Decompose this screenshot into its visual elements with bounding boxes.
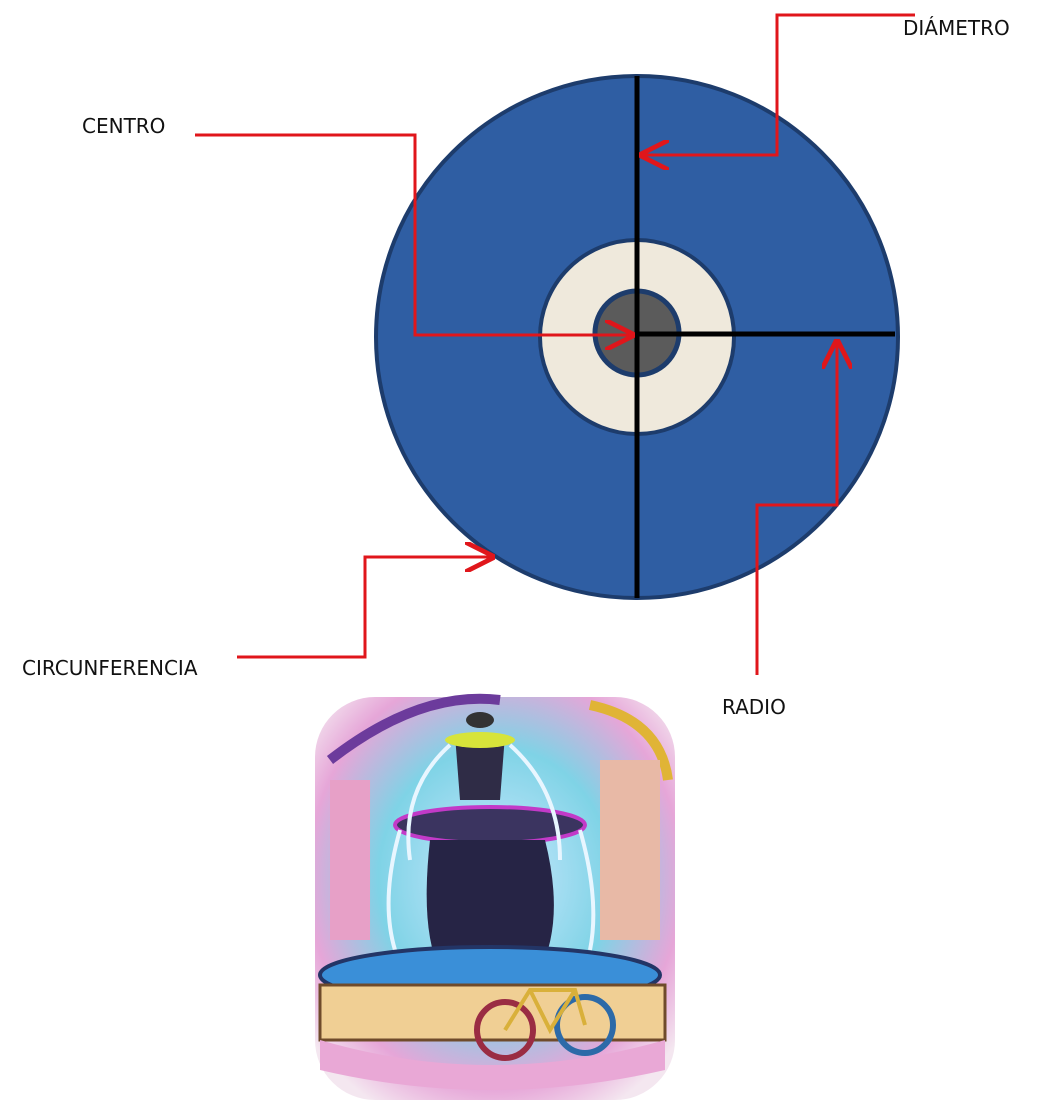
label: RADIO <box>722 695 786 719</box>
circumference-pointer <box>237 557 492 657</box>
label: CENTRO <box>82 114 165 138</box>
label: DIÁMETRO <box>903 16 1010 40</box>
circle-diagram <box>376 76 898 598</box>
fountain-illustration <box>315 697 675 1100</box>
diagram: DIÁMETRO CENTRO CIRCUNFERENCIA RADIO <box>0 0 1048 1106</box>
page: DIÁMETRO CENTRO CIRCUNFERENCIA RADIO (()… <box>0 0 1048 1106</box>
label: CIRCUNFERENCIA <box>22 656 198 680</box>
